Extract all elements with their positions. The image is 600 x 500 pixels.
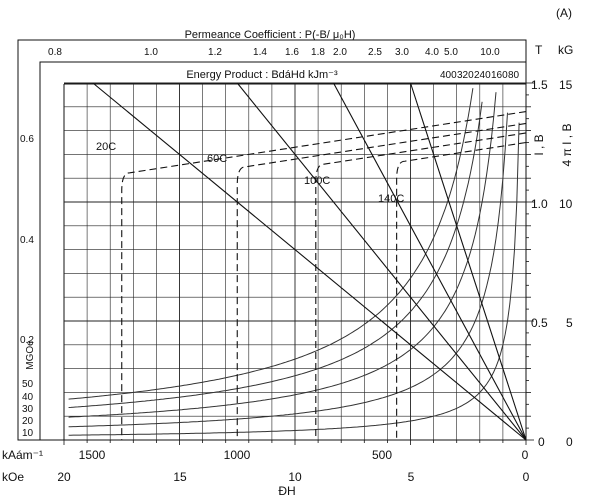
- x-unit-kam: kAám⁻¹: [2, 448, 43, 462]
- x-axis-label: ÐH: [278, 484, 295, 498]
- permeance-load-line: [409, 82, 527, 441]
- series-label-100C: 100C: [304, 175, 330, 187]
- y-label-T: I , B: [532, 134, 546, 155]
- demag-curve-20C: [121, 111, 527, 440]
- x-unit-koe: kOe: [2, 470, 24, 484]
- right-kG-ticks: 15 10 5 0: [559, 78, 573, 449]
- demagnetization-curves: [121, 111, 527, 440]
- series-label-60C: 60C: [207, 153, 227, 165]
- permeance-tick: 1.0: [144, 47, 158, 58]
- energy-top-label: 80: [508, 70, 520, 81]
- series-label-140C: 140C: [378, 193, 404, 205]
- kam-tick: 500: [372, 448, 392, 462]
- kg-tick: 15: [559, 78, 573, 92]
- kam-tick: 0: [522, 448, 529, 462]
- unit-kG: kG: [558, 43, 573, 57]
- energy-product-curves: [68, 88, 520, 436]
- permeance-lines: [92, 82, 527, 441]
- permeance-tick: 3.0: [395, 47, 409, 58]
- permeance-title: Permeance Coefficient : P(-B/ μ₀H): [185, 29, 356, 41]
- unit-T: T: [535, 43, 543, 57]
- t-tick: 1.5: [531, 78, 548, 92]
- energy-top-labels: 400 320 240 160 80: [440, 70, 520, 81]
- kam-ticks: 1500 1000 500 0: [79, 448, 529, 462]
- mgoe-unit: MGOe: [25, 340, 36, 370]
- series-label-20C: 20C: [96, 141, 116, 153]
- koe-tick: 0: [523, 470, 530, 484]
- permeance-tick: 1.6: [285, 47, 299, 58]
- energy-product-curve: [68, 122, 520, 436]
- mgoe-label: 30: [22, 404, 34, 415]
- demag-curve-60C: [236, 122, 527, 440]
- energy-top-label: 240: [474, 70, 491, 81]
- kam-tick: 1000: [224, 448, 251, 462]
- demag-curve-140C: [396, 141, 527, 440]
- t-tick: 0: [538, 435, 545, 449]
- demag-curve-100C: [315, 132, 527, 440]
- permeance-tick: 1.4: [253, 47, 267, 58]
- koe-tick: 5: [408, 470, 415, 484]
- left-tick: 0.2: [20, 335, 34, 346]
- energy-frame: [39, 61, 527, 441]
- koe-tick: 15: [173, 470, 187, 484]
- permeance-load-line: [236, 82, 527, 441]
- permeance-tick: 5.0: [444, 47, 458, 58]
- energy-top-label: 160: [491, 70, 508, 81]
- left-tick: 0.4: [20, 235, 34, 246]
- permeance-load-line: [92, 82, 527, 441]
- mgoe-label: 50: [22, 379, 34, 390]
- energy-product-curve: [68, 101, 483, 408]
- permeance-tick: 2.5: [368, 47, 382, 58]
- y-label-kG: 4 π I , B: [560, 124, 574, 167]
- energy-top-label: 320: [457, 70, 474, 81]
- permeance-tick: 2.0: [333, 47, 347, 58]
- energy-product-curve: [68, 112, 508, 428]
- koe-tick: 20: [57, 470, 71, 484]
- permeance-tick: 10.0: [480, 47, 500, 58]
- t-tick: 1.0: [531, 197, 548, 211]
- permeance-tick: 1.2: [208, 47, 222, 58]
- t-tick: 0.5: [531, 316, 548, 330]
- koe-ticks: 20 15 10 5 0: [57, 470, 529, 484]
- tick-marks: [63, 82, 534, 445]
- grid-lines: [64, 82, 526, 440]
- permeance-load-line: [333, 82, 527, 441]
- mgoe-label: 40: [22, 392, 34, 403]
- permeance-tick: 1.8: [311, 47, 325, 58]
- koe-tick: 10: [288, 470, 302, 484]
- kg-tick: 0: [566, 435, 573, 449]
- permeance-tick-labels: 0.8 1.0 1.2 1.4 1.6 1.8 2.0 2.5 3.0 4.0 …: [48, 47, 500, 58]
- permeance-tick: 4.0: [425, 47, 439, 58]
- left-energy-ticks: 0.6 0.4 0.2: [20, 134, 34, 346]
- energy-top-label: 400: [440, 70, 457, 81]
- kg-tick: 5: [566, 316, 573, 330]
- figure-label: (A): [556, 6, 572, 20]
- kg-tick: 10: [559, 197, 573, 211]
- permeance-tick: 0.8: [48, 47, 62, 58]
- mgoe-labels: 50 40 30 20 10: [22, 379, 34, 439]
- kam-tick: 1500: [79, 448, 106, 462]
- energy-product-curve: [68, 92, 497, 418]
- mgoe-label: 10: [22, 428, 34, 439]
- energy-title: Energy Product : BdáHd kJm⁻³: [186, 69, 338, 81]
- left-tick: 0.6: [20, 134, 34, 145]
- energy-product-curve: [68, 88, 474, 400]
- right-T-ticks: 1.5 1.0 0.5 0: [531, 78, 548, 449]
- mgoe-label: 20: [22, 416, 34, 427]
